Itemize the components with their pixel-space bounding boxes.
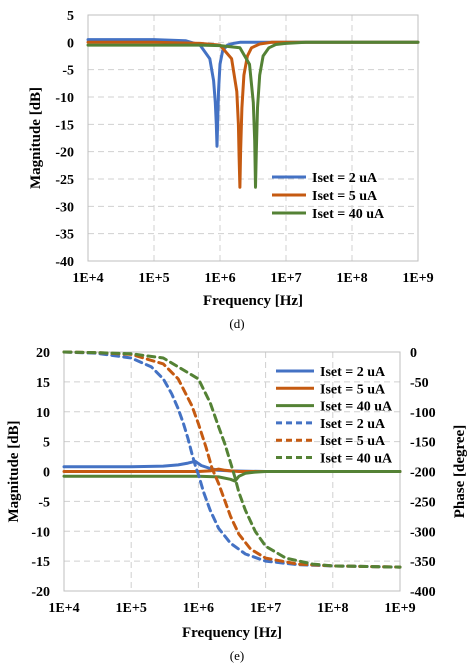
x-tick-label: 1E+7	[250, 601, 281, 616]
x-tick-label: 1E+6	[204, 271, 235, 286]
y2-tick-label: -200	[410, 466, 436, 481]
y-tick-label: -20	[55, 146, 74, 161]
series-line-5	[62, 350, 402, 569]
series-line-0	[86, 38, 420, 148]
series-line-3	[62, 350, 402, 569]
x-tick-label: 1E+4	[48, 601, 79, 616]
y-tick-label: 5	[67, 9, 74, 24]
series-line-4	[62, 350, 402, 569]
y-tick-label: -30	[55, 200, 74, 215]
x-tick-label: 1E+8	[336, 271, 367, 286]
y2-tick-label: 0	[410, 346, 417, 361]
legend-label: Iset = 5 uA	[312, 189, 378, 204]
series-line-2	[86, 40, 420, 189]
x-axis-label: Frequency [Hz]	[203, 293, 303, 309]
legend: Iset = 2 uA Iset = 5 uA Iset = 40 uA	[272, 171, 385, 222]
y-tick-label: -10	[55, 91, 74, 106]
x-axis-label: Frequency [Hz]	[182, 625, 282, 641]
chart-0: 1E+4 1E+5 1E+6 1E+7 1E+8 1E+9 5 0 -5 -10 -15 -20 -25…	[28, 9, 434, 331]
y-tick-label: 20	[36, 346, 50, 361]
y-tick-label: -5	[38, 495, 50, 510]
y2-tick-label: -150	[410, 436, 436, 451]
y-tick-label: -5	[62, 64, 74, 79]
figure-caption: (d)	[229, 316, 244, 331]
legend-label: Iset = 40 uA	[320, 452, 393, 467]
legend-label: Iset = 40 uA	[320, 400, 393, 415]
legend-label: Iset = 40 uA	[312, 207, 385, 222]
y-tick-label: -20	[31, 585, 50, 600]
y-tick-label: -40	[55, 255, 74, 270]
y2-tick-label: -50	[410, 376, 429, 391]
y2-tick-label: -250	[410, 495, 436, 510]
y2-tick-label: -300	[410, 525, 436, 540]
x-tick-label: 1E+9	[384, 601, 415, 616]
series-line-2	[62, 470, 402, 483]
legend: Iset = 2 uA Iset = 5 uA Iset = 40 uA Iset =…	[276, 365, 393, 467]
x-tick-label: 1E+4	[72, 271, 103, 286]
x-tick-label: 1E+5	[138, 271, 169, 286]
y-tick-label: 5	[43, 436, 50, 451]
x-tick-label: 1E+5	[116, 601, 147, 616]
y-tick-label: 0	[43, 466, 50, 481]
legend-label: Iset = 2 uA	[320, 365, 386, 380]
y2-axis-label: Phase [degree]	[452, 425, 468, 518]
legend-label: Iset = 2 uA	[320, 417, 386, 432]
legend-label: Iset = 5 uA	[320, 434, 386, 449]
y-tick-label: -15	[31, 555, 50, 570]
y2-tick-label: -350	[410, 555, 436, 570]
y2-tick-label: -400	[410, 585, 436, 600]
y-axis-label: Magnitude [dB]	[6, 420, 22, 522]
y-tick-label: 10	[36, 406, 50, 421]
x-tick-label: 1E+9	[402, 271, 433, 286]
plot-frame	[87, 14, 419, 262]
y-tick-label: -35	[55, 228, 74, 243]
y-tick-label: -15	[55, 118, 74, 133]
y-tick-label: -25	[55, 173, 74, 188]
y-tick-label: -10	[31, 525, 50, 540]
x-tick-label: 1E+6	[183, 601, 214, 616]
x-tick-label: 1E+7	[270, 271, 301, 286]
y-axis-label: Magnitude [dB]	[28, 87, 44, 189]
y-tick-label: 0	[67, 36, 74, 51]
y-tick-label: 15	[36, 376, 50, 391]
y2-tick-label: -100	[410, 406, 436, 421]
chart-1: 1E+4 1E+5 1E+6 1E+7 1E+8 1E+9 20 15 10 5 0 -5 -10 -15…	[6, 346, 468, 663]
legend-label: Iset = 2 uA	[312, 171, 378, 186]
x-tick-label: 1E+8	[317, 601, 348, 616]
figure-caption: (e)	[230, 648, 244, 663]
legend-label: Iset = 5 uA	[320, 382, 386, 397]
